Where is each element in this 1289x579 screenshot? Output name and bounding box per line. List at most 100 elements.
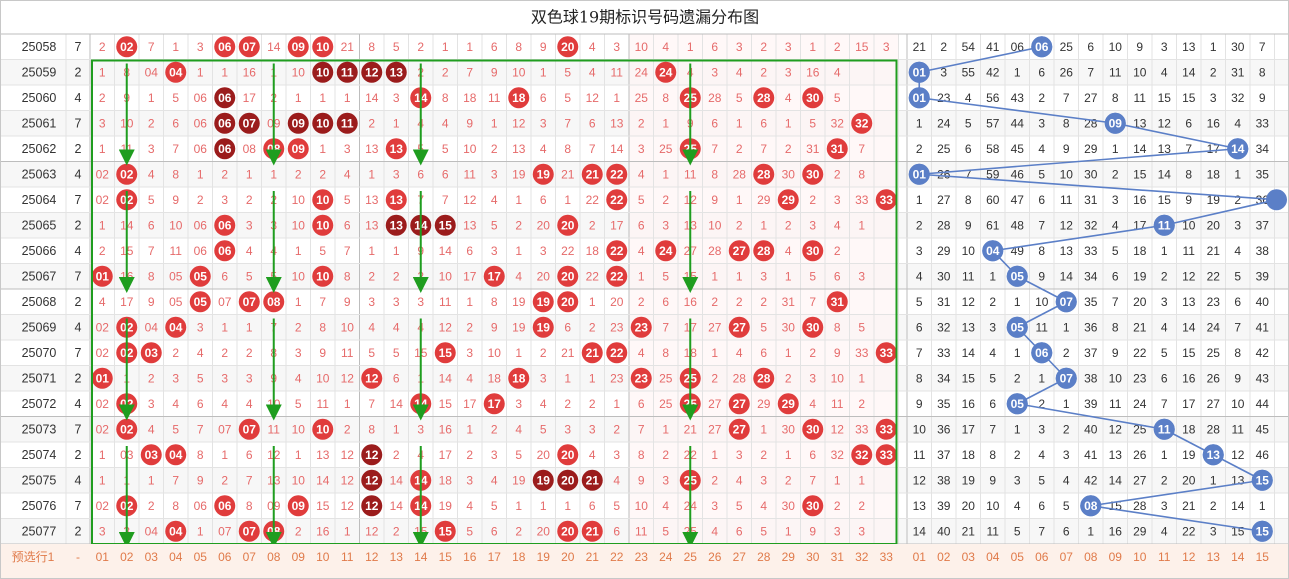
red-omission-value: 1 [711,448,718,462]
blue-omission-value: 24 [1207,320,1221,334]
blue-omission-value: 34 [1084,269,1098,283]
blue-omission-value: 13 [1182,295,1196,309]
red-omission-value: 4 [368,320,375,334]
blue-omission-value: 27 [1207,397,1221,411]
red-omission-value: 1 [564,371,571,385]
red-omission-value: 2 [344,422,351,436]
red-omission-value: 4 [172,397,179,411]
blue-omission-value: 58 [986,142,1000,156]
red-omission-value: 2 [393,269,400,283]
red-omission-value: 2 [295,524,302,538]
red-omission-value: 3 [638,142,645,156]
blue-omission-value: 11 [1183,244,1196,258]
issue-number: 25059 [22,65,57,79]
blue-ball-edge [1266,189,1287,211]
red-omission-value: 3 [736,448,743,462]
blue-omission-value: 11 [1232,422,1245,436]
red-omission-value: 29 [757,397,771,411]
blue-omission-value: 1 [989,269,996,283]
blue-omission-value: 1 [1259,499,1266,513]
red-omission-value: 1 [99,218,106,232]
red-ball-number: 20 [561,269,575,283]
red-omission-value: 16 [806,65,820,79]
blue-omission-value: 15 [1158,193,1172,207]
blue-omission-value: 3 [1234,218,1241,232]
red-omission-value: 1 [221,448,228,462]
red-ball-number: 13 [390,142,404,156]
blue-omission-value: 1 [1087,524,1094,538]
red-omission-value: 6 [491,40,498,54]
blue-omission-value: 5 [1038,473,1045,487]
red-omission-value: 06 [194,91,208,105]
blue-omission-value: 2 [1063,346,1070,360]
blue-omission-value: 3 [1161,40,1168,54]
red-omission-value: 27 [708,320,722,334]
red-ball-number: 01 [96,269,110,283]
footer-red-number: 31 [831,550,845,564]
blue-omission-value: 4 [1161,524,1168,538]
red-omission-value: 8 [564,142,571,156]
red-omission-value: 11 [439,295,452,309]
red-omission-value: 7 [148,244,155,258]
red-omission-value: 3 [858,269,865,283]
red-ball [581,520,603,542]
red-omission-value: 2 [834,499,841,513]
red-ball-number: 09 [292,142,306,156]
red-omission-value: 6 [466,244,473,258]
blue-omission-value: 28 [1084,116,1098,130]
blue-ball [1251,520,1273,542]
blue-ball-number: 04 [986,244,1000,258]
blue-omission-value: 1 [1063,397,1070,411]
blue-omission-value: 8 [989,448,996,462]
red-omission-value: 3 [393,91,400,105]
red-ball-number: 21 [586,167,600,181]
red-ball [802,418,824,440]
red-omission-value: 2 [736,218,743,232]
red-omission-value: 2 [221,346,228,360]
red-omission-value: 05 [169,295,183,309]
red-omission-value: 10 [292,218,306,232]
red-ball-number: 30 [806,91,820,105]
red-omission-value: 9 [344,295,351,309]
blue-omission-value: 2 [989,295,996,309]
red-ball-number: 10 [316,65,330,79]
red-ball-number: 30 [806,320,820,334]
red-omission-value: 6 [540,193,547,207]
blue-omission-value: 1 [1038,371,1045,385]
red-ball-number: 17 [488,269,502,283]
red-omission-value: 12 [512,116,526,130]
issue-sum: 7 [75,116,82,130]
red-ball-number: 10 [316,116,330,130]
footer-red-number: 32 [855,550,869,564]
red-omission-value: 5 [442,142,449,156]
red-omission-value: 10 [292,65,306,79]
red-omission-value: 2 [515,524,522,538]
blue-omission-value: 28 [937,218,951,232]
issue-number: 25066 [22,244,57,258]
red-omission-value: 4 [809,397,816,411]
red-omission-value: 2 [760,40,767,54]
red-ball-number: 19 [537,295,551,309]
red-ball [728,240,750,262]
red-omission-value: 11 [488,91,501,105]
red-omission-value: 30 [782,320,796,334]
blue-omission-value: 1 [1014,422,1021,436]
red-ball [728,418,750,440]
blue-omission-value: 25 [1207,346,1221,360]
red-omission-value: 3 [613,448,620,462]
red-omission-value: 1 [148,473,155,487]
red-ball-number: 10 [316,422,330,436]
footer-red-number: 09 [292,550,306,564]
issue-number: 25064 [22,193,57,207]
blue-omission-value: 34 [1256,142,1270,156]
blue-omission-value: 06 [1011,40,1025,54]
blue-omission-value: 14 [1109,473,1123,487]
blue-omission-value: 42 [1084,473,1098,487]
red-omission-value: 8 [662,91,669,105]
red-ball [116,36,138,58]
blue-omission-value: 1 [1063,320,1070,334]
red-omission-value: 6 [589,499,596,513]
red-ball [557,469,579,491]
red-ball [214,240,236,262]
red-ball [728,316,750,338]
